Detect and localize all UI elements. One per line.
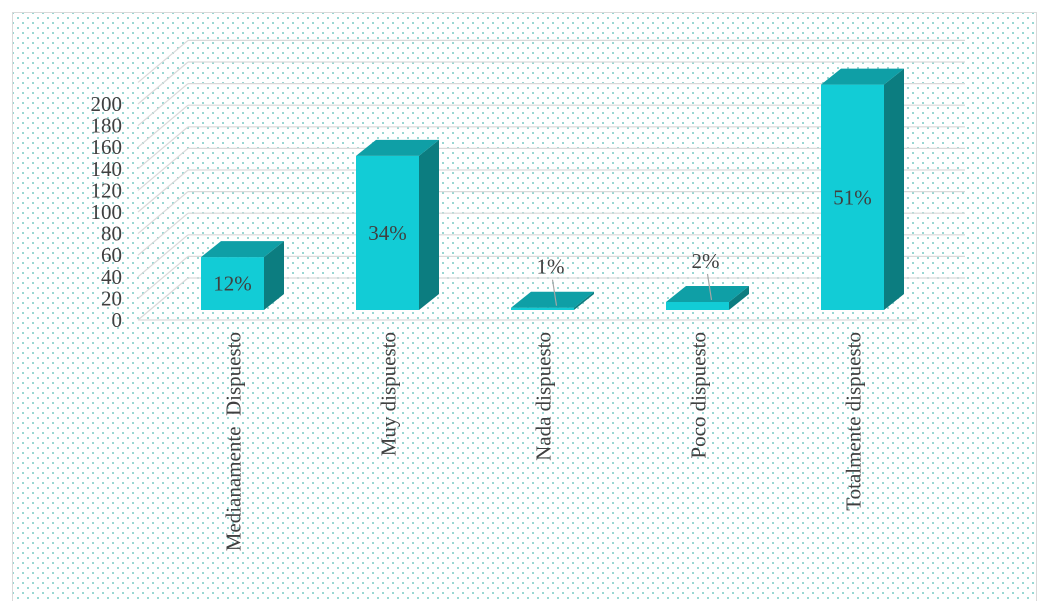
x-category-label: Poco dispuesto bbox=[687, 332, 711, 459]
gridline-side bbox=[137, 191, 189, 235]
y-tick-label: 0 bbox=[112, 308, 123, 332]
y-tick-label: 120 bbox=[91, 178, 123, 202]
gridline-side bbox=[137, 126, 189, 170]
y-tick-label: 160 bbox=[91, 135, 123, 159]
gridline-side bbox=[137, 255, 189, 299]
gridline-side bbox=[137, 147, 189, 191]
bar-0 bbox=[201, 241, 284, 310]
data-label-leader bbox=[551, 279, 558, 306]
x-category-label: Nada dispuesto bbox=[532, 332, 556, 461]
data-label: 12% bbox=[213, 272, 252, 296]
bar-front bbox=[511, 307, 574, 310]
gridline-side bbox=[137, 83, 189, 127]
y-tick-label: 40 bbox=[101, 265, 122, 289]
bar-side bbox=[419, 139, 439, 310]
data-label: 34% bbox=[368, 221, 407, 245]
bar-top bbox=[666, 285, 749, 302]
x-category-label: Muy dispuesto bbox=[377, 332, 401, 456]
gridline-side bbox=[137, 39, 189, 83]
bar-front bbox=[821, 84, 884, 310]
bar-front bbox=[356, 155, 419, 310]
y-tick-label: 20 bbox=[101, 286, 122, 310]
data-label: 1% bbox=[537, 255, 565, 279]
bar-top bbox=[821, 68, 904, 85]
gridline-side bbox=[137, 212, 189, 256]
bar-4 bbox=[821, 68, 904, 310]
bar-3 bbox=[666, 285, 749, 310]
y-tick-label: 200 bbox=[91, 92, 123, 116]
x-category-label: Medianamente Dispuesto bbox=[222, 332, 246, 551]
data-label: 51% bbox=[833, 185, 872, 209]
y-tick-label: 80 bbox=[101, 222, 122, 246]
bar-side bbox=[264, 241, 284, 310]
bar-top bbox=[511, 291, 594, 308]
bar-top bbox=[356, 139, 439, 156]
bar-side bbox=[884, 68, 904, 310]
y-tick-label: 140 bbox=[91, 157, 123, 181]
y-tick-label: 100 bbox=[91, 200, 123, 224]
category-labels-layer: Medianamente Dispuesto Muy dispuesto Nada … bbox=[222, 332, 866, 551]
gridline-side bbox=[137, 234, 189, 278]
gridline-side bbox=[137, 61, 189, 105]
x-category-label: Totalmente dispuesto bbox=[842, 332, 866, 511]
data-label-leader bbox=[706, 273, 713, 301]
data-label: 2% bbox=[692, 249, 720, 273]
bar-front bbox=[201, 257, 264, 310]
bar-top bbox=[201, 241, 284, 258]
y-tick-label: 180 bbox=[91, 114, 123, 138]
data-labels-layer: 12% 34% 1% 2% 51% bbox=[213, 185, 872, 306]
bar-side bbox=[729, 285, 749, 310]
gridline-side bbox=[137, 277, 189, 321]
gridline-side bbox=[137, 169, 189, 213]
bar-2 bbox=[511, 291, 594, 310]
bar-front bbox=[666, 301, 729, 310]
gridline-side bbox=[137, 104, 189, 148]
bar-1 bbox=[356, 139, 439, 310]
bars-layer bbox=[201, 68, 904, 310]
bar-side bbox=[574, 291, 594, 310]
y-tick-label: 60 bbox=[101, 243, 122, 267]
